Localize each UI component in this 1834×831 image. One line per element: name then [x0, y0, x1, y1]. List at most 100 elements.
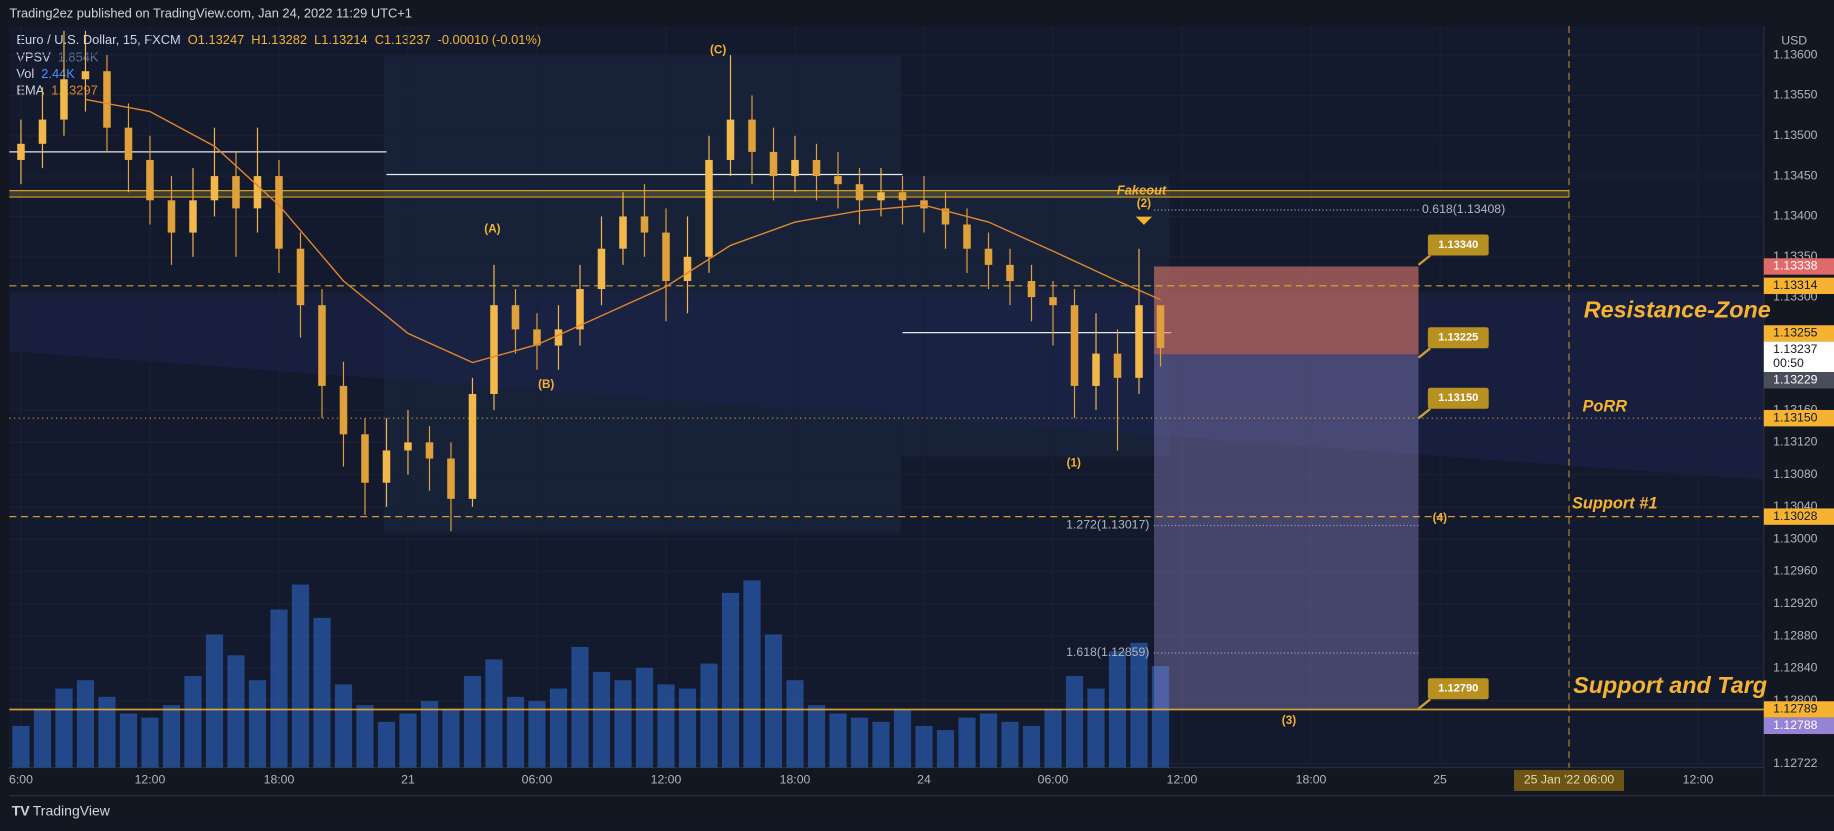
volume-bar	[248, 680, 267, 768]
volume-bar	[1130, 642, 1148, 768]
x-tick-label: 24	[917, 773, 931, 787]
volume-bar	[184, 676, 202, 768]
wave-label: (4)	[1433, 512, 1447, 525]
candle-body	[963, 224, 971, 249]
volume-bar	[592, 671, 611, 768]
wave-label: (C)	[710, 44, 726, 57]
legend-quote: Euro / U.S. Dollar, 15, FXCM O1.13247 H1.1…	[16, 33, 541, 48]
candle-body	[683, 256, 692, 281]
volume-bar	[1087, 688, 1105, 768]
x-tick-label: 12:00	[1167, 773, 1198, 787]
marker-arrow	[1135, 216, 1153, 225]
candle-body	[597, 248, 606, 290]
volume-bar	[614, 680, 632, 768]
volume-bar	[119, 713, 138, 768]
wave-label: (1)	[1067, 457, 1081, 470]
symbol: Euro / U.S. Dollar, 15, FXCM	[16, 33, 180, 48]
candle-body	[1006, 264, 1014, 281]
legend-name: EMA	[16, 83, 44, 98]
volume-bar	[463, 676, 482, 768]
wave-label: (2)	[1137, 197, 1151, 210]
candle-body	[855, 184, 864, 201]
zone-label: PoRR	[1583, 398, 1628, 416]
volume-bar	[1065, 676, 1084, 768]
volume-bar	[872, 721, 890, 768]
candle-body	[81, 71, 90, 80]
candle-body	[769, 151, 778, 177]
volume-bar	[1151, 666, 1170, 768]
volume-bar	[399, 713, 417, 768]
volume-bar	[205, 634, 224, 768]
candle-body	[791, 159, 799, 177]
price-tag-bg	[1763, 372, 1834, 389]
candle-body	[726, 119, 735, 160]
candle-body	[640, 216, 649, 233]
volume-bar	[377, 721, 396, 768]
currency: USD	[1781, 33, 1807, 47]
volume-bar	[786, 680, 804, 768]
countdown: 00:50	[1773, 356, 1804, 370]
zone-label: Support #1	[1572, 495, 1657, 513]
candle-body	[748, 119, 756, 152]
price-tag: 1.13229	[1773, 372, 1818, 386]
candle-body	[877, 192, 885, 201]
volume-bar	[549, 688, 568, 768]
volume-bar	[807, 705, 826, 768]
volume-bar	[442, 709, 460, 768]
candle-body	[619, 216, 627, 249]
volume-bar	[98, 696, 116, 768]
wave-label: (B)	[538, 378, 554, 391]
resistance-band	[9, 190, 1570, 198]
candle-body	[404, 442, 412, 451]
volume-bar	[141, 717, 159, 768]
brand-logo: TV	[12, 803, 31, 819]
candle-body	[576, 289, 584, 330]
callout-pointer	[1417, 698, 1431, 710]
x-tick-label: 06:00	[522, 773, 553, 787]
fib-label: 0.618(1.13408)	[1422, 202, 1505, 216]
legend-value: 1.854K	[58, 50, 99, 65]
candle-body	[834, 176, 842, 185]
candle-body	[984, 248, 993, 265]
volume-bar	[764, 634, 783, 768]
publisher: Trading2ez published on TradingView.com,…	[9, 6, 412, 21]
candle-body	[1135, 305, 1143, 378]
zone-label: Support and Targ	[1573, 672, 1767, 698]
callout-label: 1.13225	[1438, 332, 1478, 344]
callout-pointer	[1417, 407, 1431, 420]
price-tag-bg	[1763, 341, 1834, 373]
y-tick-label: 1.13500	[1773, 128, 1818, 142]
y-tick-label: 1.12960	[1773, 564, 1818, 578]
y-tick-label: 1.12920	[1773, 596, 1818, 610]
candle-body	[318, 305, 326, 386]
candle-body	[1113, 353, 1122, 378]
candle-body	[38, 119, 47, 144]
candle-body	[1070, 305, 1079, 386]
legend-name: VPSV	[16, 50, 51, 65]
price-tag-bg	[1763, 277, 1834, 295]
price-tag: 1.12788	[1773, 718, 1818, 732]
quote-change: -0.00010 (-0.01%)	[438, 33, 542, 48]
volume-bar	[1001, 721, 1019, 768]
candle-body	[382, 450, 391, 483]
quote-open: O1.13247	[188, 33, 245, 48]
target-zone	[1154, 354, 1419, 710]
volume-bar	[936, 730, 955, 768]
price-tag-bg	[1763, 409, 1834, 427]
y-tick-label: 1.13550	[1773, 88, 1818, 102]
price-tag-bg	[1763, 325, 1834, 342]
callout-box	[1427, 234, 1489, 256]
quote-close: C1.13237	[375, 33, 431, 48]
volume-bar	[506, 696, 525, 768]
candle-body	[124, 127, 133, 160]
callout-pointer	[1417, 347, 1431, 359]
candle-body	[189, 200, 197, 233]
candle-body	[232, 176, 240, 209]
volume-bar	[162, 705, 181, 768]
candle-body	[167, 200, 176, 233]
callout-box	[1427, 678, 1489, 700]
volume-bar	[850, 717, 869, 768]
volume-bar	[743, 580, 761, 768]
candle-body	[253, 176, 262, 209]
volume-bar	[893, 709, 912, 768]
